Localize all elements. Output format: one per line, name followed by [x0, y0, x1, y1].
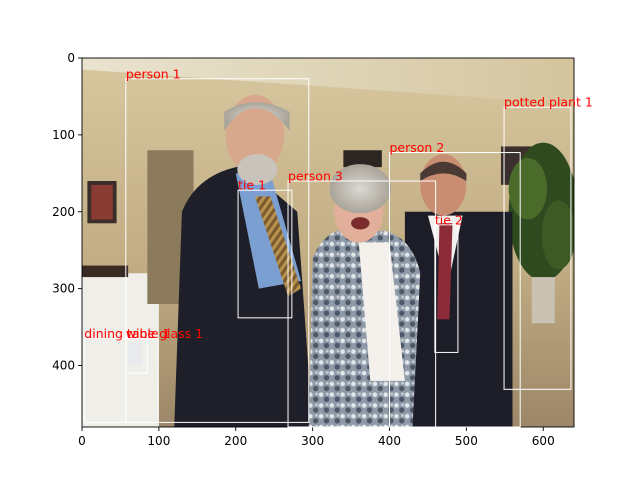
detection-label: person 2 — [390, 140, 445, 155]
detection-label: tie 1 — [238, 178, 266, 193]
man-left — [174, 94, 313, 427]
wall-sign — [343, 150, 382, 168]
x-tick-label: 600 — [532, 434, 555, 448]
x-tick-label: 100 — [147, 434, 170, 448]
detection-box — [125, 78, 310, 423]
wine-glass — [128, 342, 142, 366]
detection-box — [389, 152, 521, 428]
detection-label: person 1 — [126, 66, 181, 81]
y-tick-label: 100 — [52, 128, 75, 142]
detection-label: person 3 — [288, 169, 343, 184]
detection-boxes: person 1 person 2 person 3 potted plant 1 ti… — [83, 66, 593, 428]
y-axis: 0 100 200 300 400 — [52, 51, 82, 373]
x-axis: 0 100 200 300 400 500 600 — [78, 427, 555, 448]
detection-box — [287, 180, 437, 428]
detection-label: dining table 1 — [84, 326, 170, 341]
detection-box — [434, 224, 459, 353]
y-tick-label: 300 — [52, 282, 75, 296]
detection-box — [83, 338, 159, 423]
y-tick-label: 400 — [52, 359, 75, 373]
woman-center — [308, 164, 421, 427]
wall-picture-left-art — [91, 184, 113, 220]
x-tick-label: 200 — [224, 434, 247, 448]
chair — [82, 265, 129, 278]
x-tick-label: 400 — [378, 434, 401, 448]
photo — [82, 58, 574, 427]
detection-label: potted plant 1 — [504, 95, 593, 110]
white-tablecloth — [82, 273, 159, 427]
detection-label: tie 2 — [435, 212, 463, 227]
man-right — [404, 154, 513, 427]
detection-box — [125, 338, 148, 374]
x-tick-label: 0 — [78, 434, 86, 448]
ceiling — [82, 58, 574, 105]
detection-box — [237, 189, 293, 319]
potted-plant — [508, 142, 574, 324]
x-tick-label: 300 — [301, 434, 324, 448]
y-tick-label: 0 — [67, 51, 75, 65]
detection-box — [503, 106, 572, 390]
y-tick-label: 200 — [52, 205, 75, 219]
x-tick-label: 500 — [455, 434, 478, 448]
detection-label: wine glass 1 — [126, 326, 203, 341]
